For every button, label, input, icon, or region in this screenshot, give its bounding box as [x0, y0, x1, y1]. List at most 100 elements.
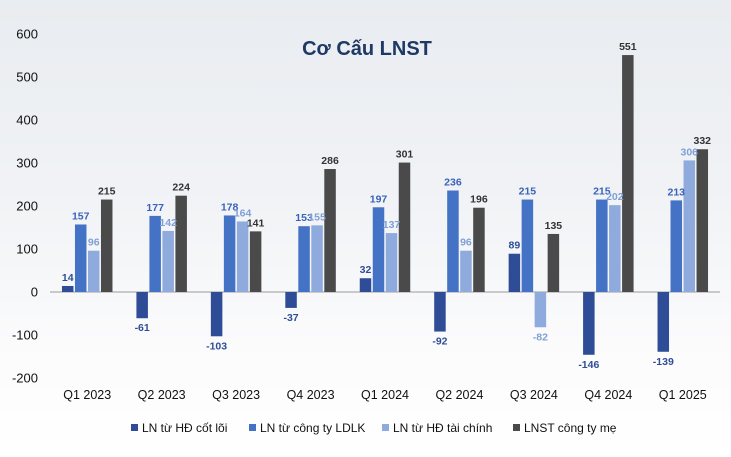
y-tick-label: 200	[16, 199, 38, 214]
data-label: 551	[619, 41, 637, 53]
bar	[583, 292, 595, 355]
bar	[547, 233, 560, 292]
bar	[136, 292, 148, 319]
bar	[670, 200, 683, 292]
bar	[61, 285, 74, 292]
y-tick-label: -200	[12, 371, 38, 386]
data-label: 215	[519, 186, 537, 198]
legend-label: LN từ HĐ cốt lõi	[142, 421, 227, 435]
legend-swatch	[513, 424, 520, 431]
y-tick-label: 500	[16, 70, 38, 85]
bar	[398, 162, 411, 292]
bar	[87, 250, 100, 292]
data-label: 89	[509, 240, 521, 252]
bar	[372, 207, 385, 292]
chart-title: Cơ Cấu LNST	[302, 38, 432, 60]
bar	[696, 149, 709, 292]
y-tick-label: 300	[16, 156, 38, 171]
data-label: 197	[370, 193, 388, 205]
bar	[622, 55, 634, 292]
data-label: 224	[172, 182, 190, 194]
bar	[249, 231, 262, 292]
data-label: 135	[545, 220, 563, 232]
x-axis: Q1 2023 Q2 2023 Q3 2023 Q4 2023 Q1 2024 Q2 20…	[63, 388, 707, 402]
data-label: -61	[135, 322, 150, 334]
data-label: 215	[98, 186, 116, 198]
bar	[534, 292, 547, 328]
bar	[596, 199, 608, 292]
data-label: 215	[593, 186, 611, 198]
legend-swatch	[131, 424, 138, 431]
data-label: 178	[221, 201, 239, 213]
data-label: -92	[432, 336, 447, 348]
bar	[359, 278, 372, 292]
legend-swatch	[382, 424, 389, 431]
bar	[609, 205, 621, 292]
x-tick-label: Q1 2025	[659, 388, 707, 402]
data-label: -103	[206, 340, 227, 352]
data-label: 137	[383, 219, 401, 231]
data-label: 32	[360, 264, 372, 276]
data-label: 306	[681, 146, 699, 158]
y-axis: -200 -100 0 100 200 300 400 500 600	[12, 27, 38, 386]
bar	[210, 292, 223, 337]
x-tick-label: Q2 2023	[138, 388, 186, 402]
bar	[683, 160, 696, 292]
data-label: 196	[470, 194, 488, 206]
bar	[324, 169, 336, 292]
bar	[223, 215, 236, 292]
y-tick-label: 100	[16, 242, 38, 257]
x-tick-label: Q4 2023	[287, 388, 335, 402]
bar	[236, 221, 249, 292]
data-label: 332	[694, 135, 712, 147]
legend-label: LN từ HĐ tài chính	[393, 421, 492, 435]
data-label: 155	[308, 211, 326, 223]
bar	[100, 199, 113, 292]
bar	[473, 207, 485, 292]
y-tick-label: 400	[16, 113, 38, 128]
data-label: -82	[533, 331, 548, 343]
bar	[175, 195, 187, 292]
data-label: 202	[606, 191, 624, 203]
bar	[447, 190, 459, 292]
legend: LN từ HĐ cốt lõi LN từ công ty LDLK LN từ …	[131, 421, 617, 435]
y-tick-label: 0	[31, 285, 38, 300]
legend-label: LN từ công ty LDLK	[260, 421, 365, 435]
y-tick-label: 600	[16, 27, 38, 42]
x-tick-label: Q3 2023	[212, 388, 260, 402]
data-label: 177	[146, 202, 164, 214]
x-tick-label: Q2 2024	[435, 388, 483, 402]
data-label: 14	[62, 272, 74, 284]
data-label: 141	[247, 217, 265, 229]
data-label: 153	[295, 212, 313, 224]
bar	[298, 226, 310, 292]
data-label: 286	[321, 155, 339, 167]
bar	[657, 292, 670, 352]
x-tick-label: Q3 2024	[510, 388, 558, 402]
data-label: 213	[668, 186, 686, 198]
data-label: 157	[72, 210, 90, 222]
y-tick-label: -100	[12, 328, 38, 343]
bar	[385, 233, 398, 292]
x-tick-label: Q4 2024	[584, 388, 632, 402]
bars-group	[61, 55, 709, 355]
bar	[311, 225, 323, 292]
data-label: 301	[396, 149, 414, 161]
legend-swatch	[249, 424, 256, 431]
data-label: 164	[234, 207, 252, 219]
data-label: -146	[578, 359, 599, 371]
data-label: -37	[283, 312, 298, 324]
bar	[460, 250, 472, 292]
data-label: -139	[653, 356, 674, 368]
bar	[521, 199, 534, 292]
bar	[149, 215, 161, 292]
data-label: 236	[444, 177, 462, 189]
bar	[285, 292, 297, 308]
data-label: 96	[88, 237, 100, 249]
bar	[434, 292, 446, 332]
bar	[162, 230, 174, 292]
legend-label: LNST công ty mẹ	[524, 421, 617, 435]
data-label: 96	[460, 237, 472, 249]
